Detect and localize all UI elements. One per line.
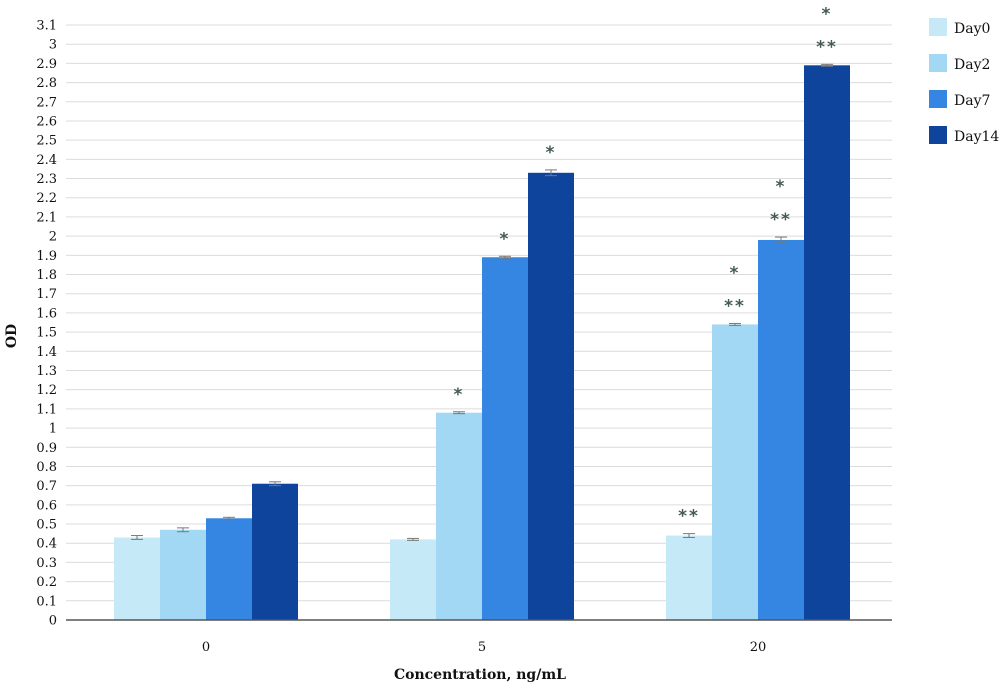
bar	[804, 65, 850, 620]
y-tick-label: 2.7	[36, 95, 57, 110]
significance-mark: **	[724, 296, 746, 316]
significance-mark: **	[770, 210, 792, 230]
y-tick-label: 3.1	[36, 19, 57, 34]
y-tick-label: 0.9	[36, 441, 57, 456]
y-tick-label: 0.5	[36, 518, 57, 533]
y-tick-label: 2.3	[36, 172, 57, 187]
significance-mark: *	[730, 263, 741, 283]
bar	[528, 172, 574, 620]
bar	[666, 535, 712, 620]
y-tick-label: 1.1	[36, 402, 57, 417]
significance-mark: **	[816, 37, 838, 57]
x-tick-label: 0	[202, 640, 210, 655]
bar	[758, 239, 804, 620]
significance-mark: *	[500, 229, 511, 249]
y-tick-label: 2.4	[36, 153, 57, 168]
y-tick-label: 1.3	[36, 364, 57, 379]
legend-swatch	[929, 126, 947, 144]
y-tick-label: 1.4	[36, 345, 57, 360]
bars	[114, 65, 850, 620]
significance-mark: *	[822, 4, 833, 24]
bar	[482, 257, 528, 620]
y-tick-label: 2.9	[36, 57, 57, 72]
y-axis-label: OD	[4, 324, 20, 348]
y-tick-label: 2	[49, 230, 57, 245]
y-tick-label: 1.6	[36, 306, 57, 321]
x-tick-label: 20	[750, 640, 767, 655]
y-tick-label: 1.7	[36, 287, 57, 302]
bar	[712, 324, 758, 620]
bar	[206, 518, 252, 620]
bar	[436, 412, 482, 620]
x-axis-label: Concentration, ng/mL	[394, 667, 566, 683]
significance-mark: *	[454, 385, 465, 405]
significance-annotations: **************	[454, 4, 838, 527]
bar	[252, 483, 298, 620]
bar	[160, 529, 206, 620]
legend-label: Day2	[954, 57, 990, 73]
bar	[390, 539, 436, 620]
y-tick-label: 0.7	[36, 479, 57, 494]
legend-label: Day14	[954, 129, 999, 145]
y-tick-label: 0	[49, 614, 57, 629]
y-tick-label: 0.1	[36, 594, 57, 609]
legend-swatch	[929, 90, 947, 108]
y-tick-label: 2.2	[36, 191, 57, 206]
y-tick-label: 2.1	[36, 210, 57, 225]
y-tick-label: 1.5	[36, 326, 57, 341]
legend-swatch	[929, 18, 947, 36]
bar	[114, 537, 160, 620]
y-tick-label: 1.8	[36, 268, 57, 283]
x-axis-ticks: 0 5 20	[202, 640, 766, 655]
y-tick-label: 2.5	[36, 134, 57, 149]
y-tick-label: 1.9	[36, 249, 57, 264]
legend-swatch	[929, 54, 947, 72]
significance-mark: *	[776, 177, 787, 197]
error-bars	[131, 63, 833, 541]
y-tick-label: 2.8	[36, 76, 57, 91]
legend-label: Day0	[954, 21, 990, 37]
y-tick-label: 2.6	[36, 114, 57, 129]
y-tick-label: 0.8	[36, 460, 57, 475]
significance-mark: **	[678, 507, 700, 527]
significance-mark: *	[546, 143, 557, 163]
y-tick-label: 0.6	[36, 498, 57, 513]
y-tick-label: 0.4	[36, 537, 57, 552]
y-axis-ticks: 0 0.1 0.2 0.3 0.4 0.5 0.6 0.7 0.8 0.9 1 1.1 1.2 1.3 1.…	[36, 19, 57, 629]
legend: Day0 Day2 Day7 Day14	[929, 18, 999, 145]
y-tick-label: 1	[49, 422, 57, 437]
y-tick-label: 0.2	[36, 575, 57, 590]
y-tick-label: 3	[49, 38, 57, 53]
y-tick-label: 1.2	[36, 383, 57, 398]
x-tick-label: 5	[478, 640, 486, 655]
y-tick-label: 0.3	[36, 556, 57, 571]
legend-label: Day7	[954, 93, 990, 109]
